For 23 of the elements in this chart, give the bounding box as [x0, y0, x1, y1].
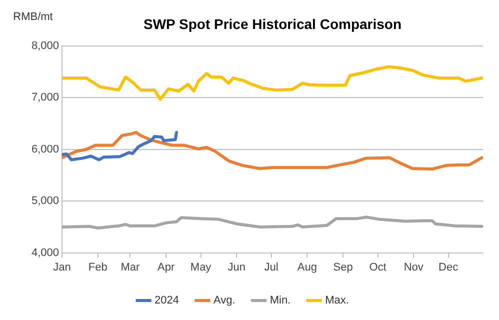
y-tick-label: 7,000 [31, 92, 59, 104]
chart-title: SWP Spot Price Historical Comparison [143, 16, 402, 32]
x-tick-label: Sep [333, 261, 353, 274]
x-tick-label: Oct [369, 261, 386, 274]
x-tick-label: Jun [228, 261, 246, 274]
x-tick-label: Apr [158, 261, 175, 274]
legend-label: Min. [270, 294, 291, 307]
x-tick-label: Nov [404, 261, 424, 274]
y-tick-label: 8,000 [31, 40, 59, 52]
x-tick-label: Dec [438, 261, 459, 274]
y-tick-label: 4,000 [31, 246, 59, 259]
legend-label: 2024 [154, 294, 180, 307]
x-tick-label: Feb [88, 261, 108, 274]
legend-label: Max. [325, 294, 349, 307]
x-tick-label: Jan [53, 261, 71, 274]
x-tick-label: Jul [264, 261, 278, 274]
x-tick-label: May [190, 261, 212, 274]
legend-label: Avg. [214, 294, 236, 307]
y-tick-label: 6,000 [31, 143, 59, 156]
y-axis-title: RMB/mt [13, 11, 53, 24]
x-tick-label: Aug [297, 261, 317, 274]
x-tick-label: Mar [120, 261, 140, 274]
y-tick-label: 5,000 [31, 195, 59, 208]
